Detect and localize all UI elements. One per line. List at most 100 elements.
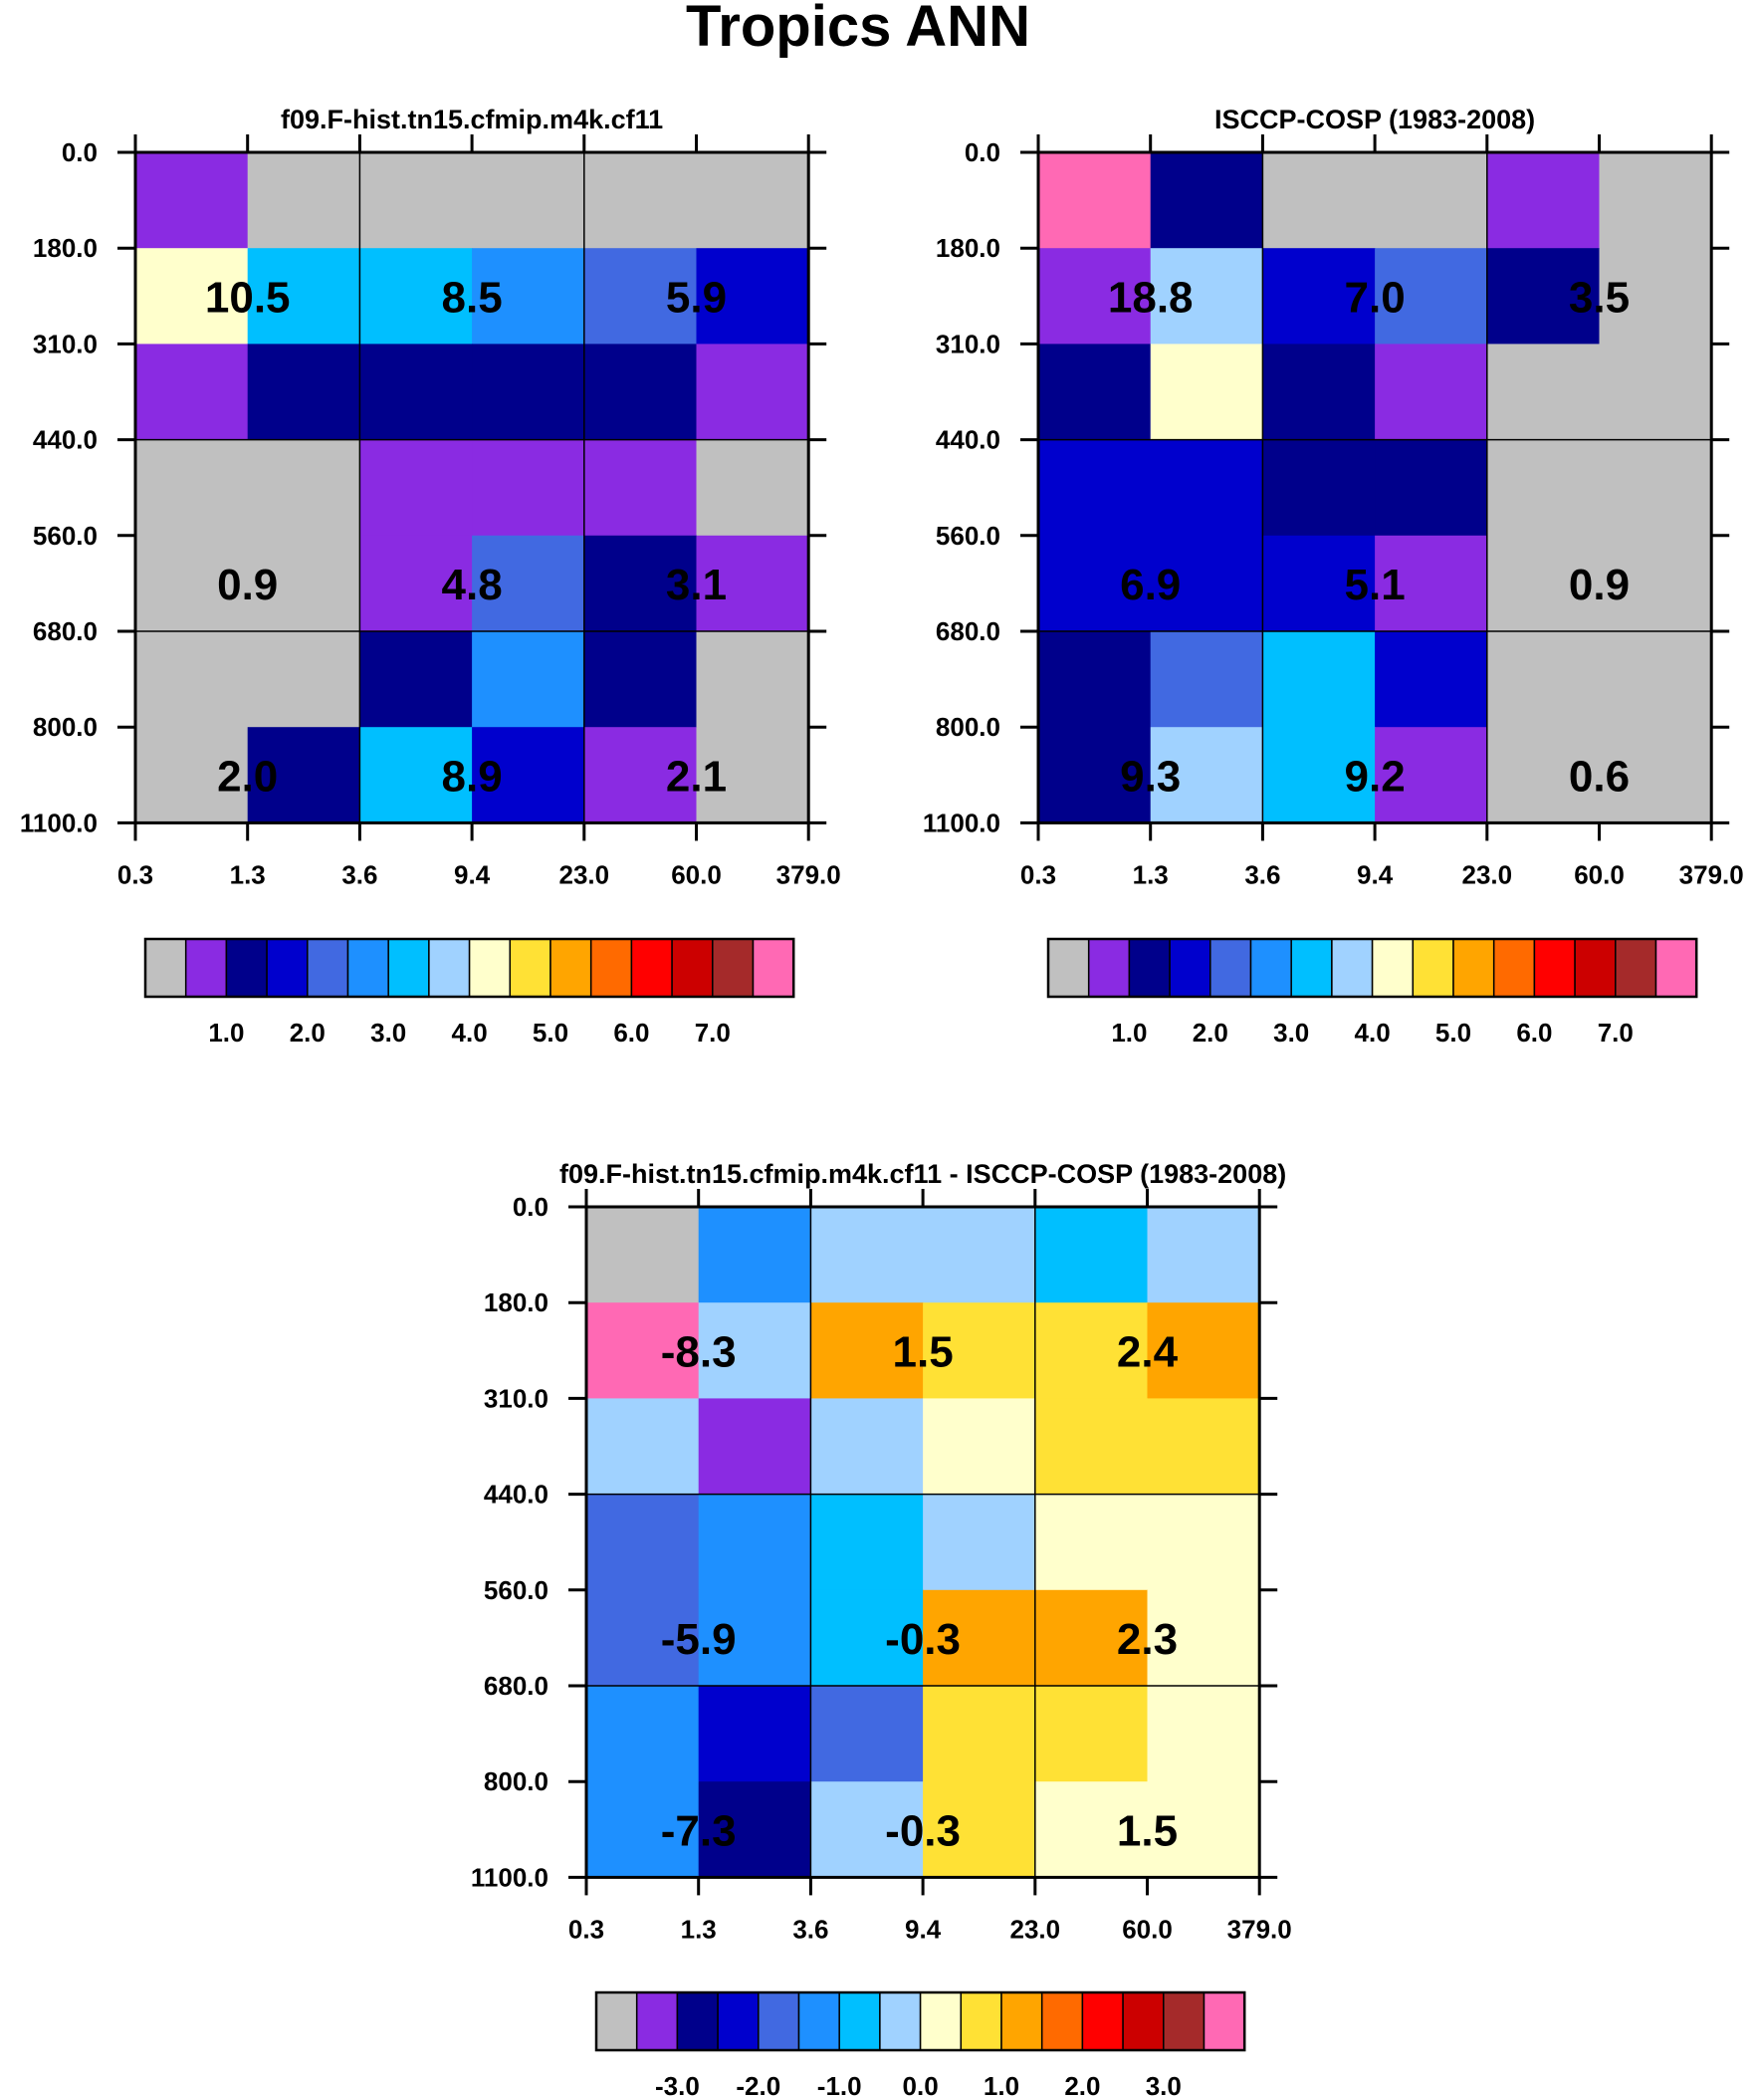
colorbar-label: 3.0 — [1146, 2071, 1182, 2100]
heatmap-cell — [586, 1781, 700, 1878]
heatmap-cell — [923, 1207, 1036, 1303]
x-tick-label: 1.3 — [1133, 859, 1169, 889]
heatmap-cell — [810, 1302, 924, 1399]
cell-value-label: 1.5 — [1117, 1806, 1178, 1855]
colorbar-swatch — [635, 1991, 679, 2051]
y-tick-label: 800.0 — [33, 712, 98, 742]
heatmap-cell — [810, 1494, 924, 1591]
heatmap-cell — [1486, 439, 1601, 537]
y-tick-label: 560.0 — [33, 521, 98, 551]
heatmap-cell — [1147, 1302, 1260, 1399]
colorbar-swatch — [595, 1991, 638, 2051]
y-tick-label: 310.0 — [33, 329, 98, 358]
heatmap-cell — [1034, 1302, 1149, 1399]
y-tick-label: 680.0 — [33, 616, 98, 646]
heatmap-cell — [1599, 439, 1712, 537]
heatmap-cell — [1150, 152, 1263, 249]
heatmap-cell — [1599, 727, 1712, 823]
y-tick-label: 560.0 — [484, 1575, 548, 1605]
cell-value-label: 2.0 — [217, 752, 278, 801]
colorbar-swatch — [1412, 938, 1454, 998]
y-tick-label: 1100.0 — [923, 808, 1000, 837]
cell-value-label: 2.3 — [1117, 1615, 1178, 1664]
heatmap-cell — [810, 1207, 924, 1303]
colorbar-swatch — [266, 938, 309, 998]
heatmap-cell — [923, 1494, 1036, 1591]
colorbar-swatch — [671, 938, 714, 998]
cell-value-label: -8.3 — [661, 1327, 737, 1376]
colorbar-label: 0.0 — [903, 2071, 939, 2100]
panel-1: f09.F-hist.tn15.cfmip.m4k.cf11 0.3 1.3 3.6 9… — [20, 105, 841, 1048]
heatmap-cell — [698, 1589, 811, 1687]
colorbar-frame — [1046, 937, 1698, 999]
heatmap-cell — [135, 152, 249, 249]
cell-value-label: 7.0 — [1345, 273, 1406, 322]
colorbar-swatch — [387, 938, 430, 998]
colorbar: 1.0 2.0 3.0 4.0 5.0 6.0 7.0 — [1046, 937, 1698, 1048]
heatmap-cell — [1150, 727, 1263, 823]
colorbar-swatch — [797, 1991, 840, 2051]
colorbar-swatch — [1533, 938, 1576, 998]
panels: f09.F-hist.tn15.cfmip.m4k.cf11 0.3 1.3 3.6 9… — [20, 105, 1744, 2100]
y-tick-label: 0.0 — [965, 137, 1000, 167]
colorbar-swatch — [1047, 938, 1090, 998]
x-tick-label: 1.3 — [230, 859, 266, 889]
x-tick-label: 0.3 — [1020, 859, 1056, 889]
colorbar: 1.0 2.0 3.0 4.0 5.0 6.0 7.0 — [143, 937, 795, 1048]
colorbar-label: 6.0 — [613, 1018, 649, 1048]
colorbar-label: 1.0 — [984, 2071, 1019, 2100]
colorbar-swatch — [346, 938, 389, 998]
colorbar-label: 5.0 — [1435, 1018, 1471, 1048]
colorbar-swatch — [1122, 1991, 1165, 2051]
heatmap-cell — [1038, 535, 1152, 632]
x-tick-label: 379.0 — [1679, 859, 1744, 889]
colorbar-swatch — [428, 938, 471, 998]
colorbar-swatch — [1290, 938, 1333, 998]
heatmap-cell — [472, 727, 585, 823]
x-tick-label: 0.3 — [568, 1914, 604, 1944]
heatmap-cell — [586, 1302, 700, 1399]
heatmap-cell — [586, 1589, 700, 1687]
cell-value-label: 4.8 — [442, 561, 503, 609]
colorbar-frame — [143, 937, 795, 999]
colorbar-swatch — [712, 938, 755, 998]
heatmap-cell — [472, 344, 585, 441]
cell-value-label: 8.9 — [442, 752, 503, 801]
heatmap-cell — [472, 631, 585, 728]
heatmap-cell — [1262, 535, 1376, 632]
figure-title: Tropics ANN — [686, 0, 1030, 59]
colorbar-frame — [594, 1990, 1246, 2052]
heatmap-cell — [1150, 535, 1263, 632]
heatmap-cell — [247, 631, 360, 728]
colorbar-swatch — [1249, 938, 1292, 998]
heatmap-cell — [586, 1398, 700, 1496]
heatmap-cell — [247, 344, 360, 441]
x-tick-label: 9.4 — [1357, 859, 1394, 889]
cell-value-label: -5.9 — [661, 1615, 737, 1664]
heatmap-cell — [1375, 439, 1488, 537]
panel-2: ISCCP-COSP (1983-2008) 0.3 1.3 3.6 9.4 23.0 60… — [923, 105, 1744, 1048]
heatmap-cell — [1034, 1207, 1149, 1303]
colorbar-swatch — [1169, 938, 1211, 998]
heatmap-cell — [1038, 727, 1152, 823]
heatmap-cell — [1375, 248, 1488, 345]
heatmap-cell — [586, 1686, 700, 1782]
heatmap-cell — [1486, 248, 1601, 345]
y-tick-label: 680.0 — [484, 1671, 548, 1701]
heatmap-cell — [135, 535, 249, 632]
cell-value-label: -0.3 — [885, 1806, 961, 1855]
heatmap-cell — [1262, 344, 1376, 441]
heatmap-cell — [1375, 535, 1488, 632]
heatmap-cell — [1147, 1207, 1260, 1303]
heatmap-cell — [1038, 439, 1152, 537]
cell-value-label: -7.3 — [661, 1806, 737, 1855]
colorbar-swatch — [758, 1991, 800, 2051]
colorbar-label: 7.0 — [695, 1018, 731, 1048]
heatmap-cell — [1486, 344, 1601, 441]
panel-title: f09.F-hist.tn15.cfmip.m4k.cf11 — [281, 105, 663, 134]
y-tick-label: 310.0 — [484, 1383, 548, 1413]
heatmap-cell — [586, 1494, 700, 1591]
colorbar-swatch — [838, 1991, 881, 2051]
heatmap-cell — [583, 727, 698, 823]
heatmap-cell — [583, 439, 698, 537]
